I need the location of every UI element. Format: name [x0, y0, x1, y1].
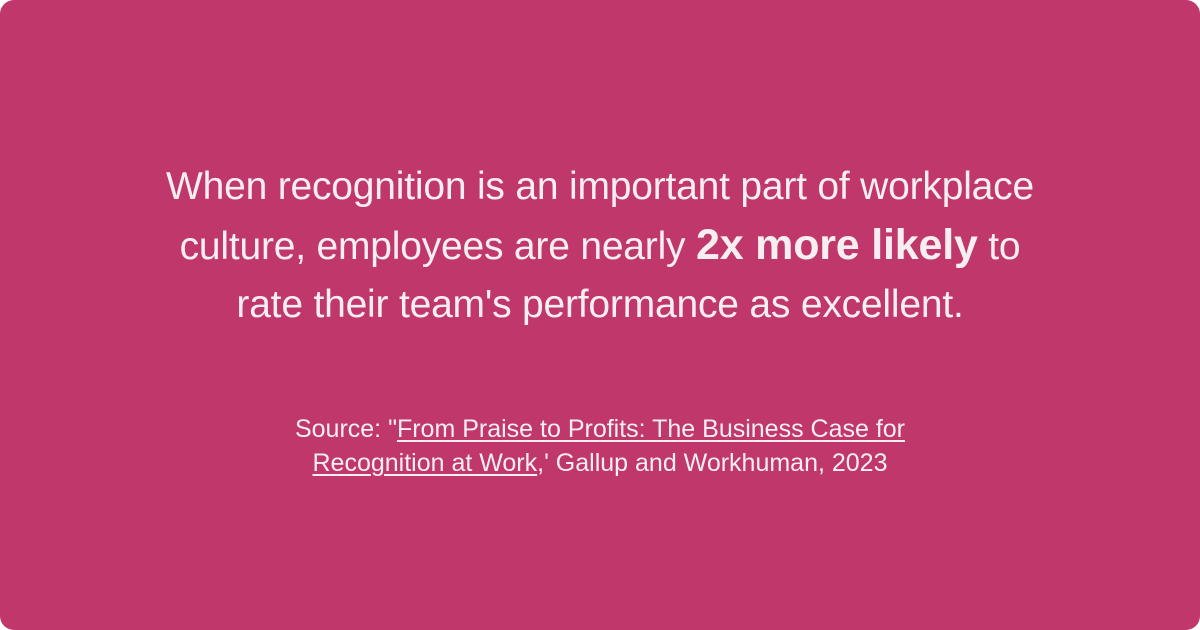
source-citation: Source: "From Praise to Profits: The Bus…: [0, 412, 1200, 480]
source-suffix: ,' Gallup and Workhuman, 2023: [537, 449, 888, 477]
statistic-quote: When recognition is an important part of…: [0, 158, 1200, 334]
quote-line-2-start: culture, employees are nearly: [179, 225, 696, 268]
source-link[interactable]: From Praise to Profits: The Business Cas…: [312, 415, 905, 477]
source-prefix: Source: ": [294, 415, 397, 443]
source-link-line-1: From Praise to Profits: The Business Cas…: [396, 415, 906, 443]
quote-line-1: When recognition is an important part of…: [166, 165, 1034, 208]
quote-line-2-end: to: [977, 225, 1021, 268]
quote-emphasis: 2x more likely: [696, 221, 978, 269]
source-link-line-2: Recognition at Work: [312, 449, 538, 477]
quote-line-3: rate their team's performance as excelle…: [236, 283, 964, 326]
